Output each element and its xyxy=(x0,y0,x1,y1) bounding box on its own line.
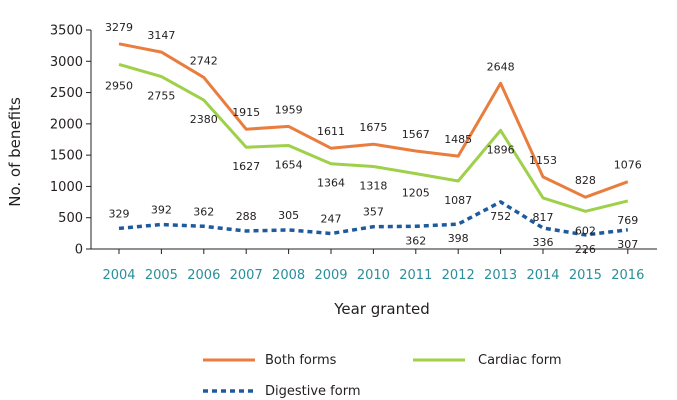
data-label-digestive-form: 392 xyxy=(151,203,172,216)
data-label-digestive-form: 307 xyxy=(617,238,638,251)
legend-item-digestive-form: Digestive form xyxy=(203,384,361,399)
data-label-cardiac-form: 1318 xyxy=(359,180,387,193)
data-label-cardiac-form: 1896 xyxy=(487,143,515,156)
series-line-cardiac-form xyxy=(118,62,629,213)
data-label-both-forms: 828 xyxy=(575,174,596,187)
x-tick-label: 2015 xyxy=(569,268,602,283)
series-line-digestive-form xyxy=(118,200,629,237)
data-label-digestive-form: 288 xyxy=(236,210,257,223)
data-label-digestive-form: 362 xyxy=(405,234,426,247)
data-label-cardiac-form: 1087 xyxy=(444,194,472,207)
data-label-both-forms: 1959 xyxy=(275,103,303,116)
legend-label-digestive-form: Digestive form xyxy=(265,384,361,399)
x-tick-label: 2014 xyxy=(526,268,559,283)
y-tick-label: 0 xyxy=(75,243,83,258)
data-label-both-forms: 1485 xyxy=(444,133,472,146)
y-tick-label: 1000 xyxy=(50,180,83,195)
data-label-both-forms: 1153 xyxy=(529,154,557,167)
data-label-digestive-form: 226 xyxy=(575,243,596,256)
legend-item-both-forms: Both forms xyxy=(203,353,337,368)
data-label-both-forms: 3279 xyxy=(105,21,133,34)
x-tick-label: 2013 xyxy=(484,268,517,283)
x-axis: 2004 2005 2006 2007 2008 2009 2010 2011 2012 2013… xyxy=(91,248,657,283)
y-axis-title: No. of benefits xyxy=(6,97,24,207)
data-label-digestive-form: 336 xyxy=(533,236,554,249)
data-label-digestive-form: 247 xyxy=(321,213,342,226)
x-axis-title: Year granted xyxy=(333,300,430,318)
series-lines xyxy=(118,42,629,237)
data-label-cardiac-form: 602 xyxy=(575,224,596,237)
data-label-digestive-form: 329 xyxy=(109,207,130,220)
data-labels: 3279 3147 2742 1915 1959 1611 1675 1567 1485 2648… xyxy=(105,21,642,256)
x-tick-label: 2005 xyxy=(145,268,178,283)
data-label-digestive-form: 752 xyxy=(490,210,511,223)
legend-label-both-forms: Both forms xyxy=(265,353,337,368)
data-label-cardiac-form: 2950 xyxy=(105,79,133,92)
y-tick-label: 500 xyxy=(58,211,83,226)
data-label-digestive-form: 398 xyxy=(448,232,469,245)
y-tick-label: 2500 xyxy=(50,86,83,101)
data-label-digestive-form: 362 xyxy=(193,205,214,218)
data-label-cardiac-form: 769 xyxy=(617,214,638,227)
y-tick-label: 3000 xyxy=(50,55,83,70)
x-tick-label: 2006 xyxy=(187,268,220,283)
data-label-both-forms: 3147 xyxy=(147,29,175,42)
data-label-digestive-form: 357 xyxy=(363,206,384,219)
data-label-digestive-form: 305 xyxy=(278,209,299,222)
x-tick-label: 2008 xyxy=(272,268,305,283)
y-tick-label: 2000 xyxy=(50,117,83,132)
data-label-cardiac-form: 1654 xyxy=(275,159,303,172)
data-label-both-forms: 2742 xyxy=(190,54,218,67)
data-label-cardiac-form: 2380 xyxy=(190,113,218,126)
data-label-cardiac-form: 817 xyxy=(533,211,554,224)
data-label-both-forms: 2648 xyxy=(487,60,515,73)
data-label-both-forms: 1567 xyxy=(402,128,430,141)
data-label-cardiac-form: 1205 xyxy=(402,187,430,200)
x-tick-label: 2009 xyxy=(314,268,347,283)
x-tick-label: 2004 xyxy=(102,268,135,283)
y-tick-label: 3500 xyxy=(50,24,83,39)
data-label-both-forms: 1915 xyxy=(232,106,260,119)
y-axis: 0 500 1000 1500 2000 2500 3000 3500 xyxy=(50,24,92,258)
data-label-cardiac-form: 1627 xyxy=(232,160,260,173)
x-tick-label: 2010 xyxy=(357,268,390,283)
x-tick-label: 2012 xyxy=(442,268,475,283)
x-tick-label: 2011 xyxy=(399,268,432,283)
legend-label-cardiac-form: Cardiac form xyxy=(478,353,562,368)
x-tick-label: 2007 xyxy=(230,268,263,283)
y-tick-label: 1500 xyxy=(50,149,83,164)
data-label-both-forms: 1675 xyxy=(359,121,387,134)
legend-item-cardiac-form: Cardiac form xyxy=(413,353,562,368)
x-tick-label: 2016 xyxy=(611,268,644,283)
data-label-cardiac-form: 1364 xyxy=(317,177,345,190)
data-label-both-forms: 1076 xyxy=(614,159,642,172)
legend: Both forms Cardiac form Digestive form xyxy=(203,353,562,399)
data-label-cardiac-form: 2755 xyxy=(147,90,175,103)
data-label-both-forms: 1611 xyxy=(317,125,345,138)
series-line-both-forms xyxy=(118,42,629,199)
